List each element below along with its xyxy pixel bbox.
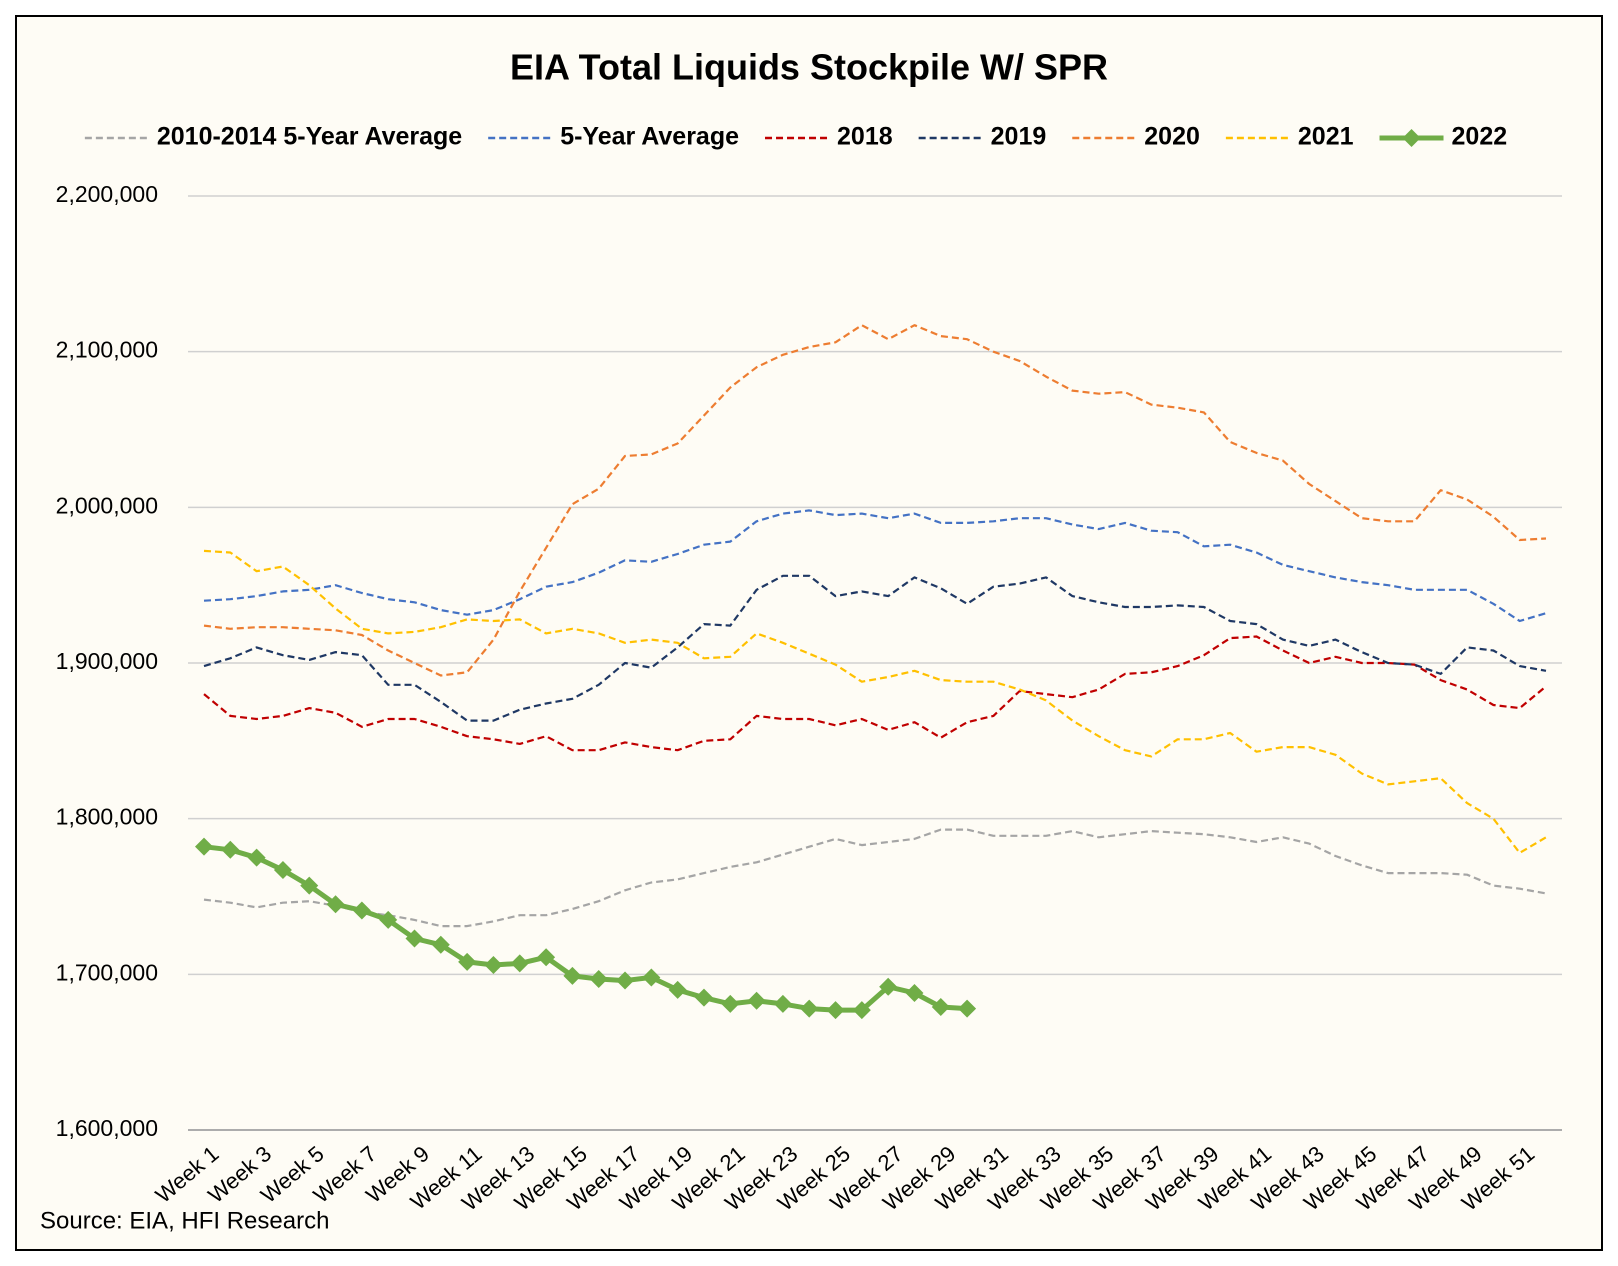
data-point: [931, 998, 950, 1017]
data-point: [589, 970, 608, 989]
data-point: [273, 861, 292, 880]
data-point: [352, 901, 371, 920]
legend-label: 2022: [1452, 123, 1508, 151]
data-point: [721, 994, 740, 1013]
y-tick-label: 1,900,000: [56, 648, 158, 674]
source-note: Source: EIA, HFI Research: [40, 1207, 329, 1234]
data-point: [747, 991, 766, 1010]
data-point: [694, 988, 713, 1007]
data-point: [852, 1001, 871, 1020]
y-tick-label: 1,800,000: [56, 804, 158, 830]
y-tick-label: 1,700,000: [56, 959, 158, 985]
data-point: [510, 954, 529, 973]
y-tick-label: 2,200,000: [56, 181, 158, 207]
data-point: [195, 837, 213, 856]
data-point: [905, 984, 924, 1003]
data-point: [879, 977, 898, 996]
legend-label: 2020: [1144, 123, 1200, 151]
data-point: [247, 848, 266, 867]
data-point: [773, 994, 792, 1013]
data-point: [300, 876, 319, 895]
series-line: [203, 574, 1547, 722]
data-point: [431, 935, 450, 954]
data-point: [458, 952, 477, 971]
legend-label: 5-Year Average: [560, 123, 739, 151]
series-line: [203, 828, 1547, 928]
series-line: [203, 324, 1547, 677]
legend: 2010-2014 5-Year Average 5-Year Average 20…: [84, 123, 1508, 151]
legend-marker: [1402, 129, 1421, 147]
data-point: [642, 968, 661, 987]
chart-title: EIA Total Liquids Stockpile W/ SPR: [510, 47, 1108, 88]
data-point: [379, 910, 398, 929]
data-point: [537, 948, 556, 967]
data-point: [616, 971, 635, 990]
chart-frame: [15, 15, 1603, 1251]
data-point: [484, 955, 503, 974]
data-point: [405, 929, 424, 948]
y-tick-label: 2,000,000: [56, 492, 158, 518]
data-point: [958, 999, 977, 1018]
series-line: [203, 509, 1547, 623]
y-tick-label: 2,100,000: [56, 337, 158, 363]
data-point: [563, 966, 582, 985]
data-point: [826, 1001, 845, 1020]
y-tick-label: 1,600,000: [56, 1115, 158, 1141]
series-line: [203, 549, 1547, 854]
series-line: [203, 635, 1547, 752]
data-point: [326, 895, 345, 914]
data-point: [800, 999, 819, 1018]
plot: [195, 324, 1547, 1020]
legend-label: 2018: [837, 123, 893, 151]
data-point: [668, 980, 687, 999]
legend-label: 2019: [991, 123, 1047, 151]
data-point: [221, 840, 240, 859]
legend-label: 2010-2014 5-Year Average: [157, 123, 462, 151]
legend-label: 2021: [1298, 123, 1354, 151]
